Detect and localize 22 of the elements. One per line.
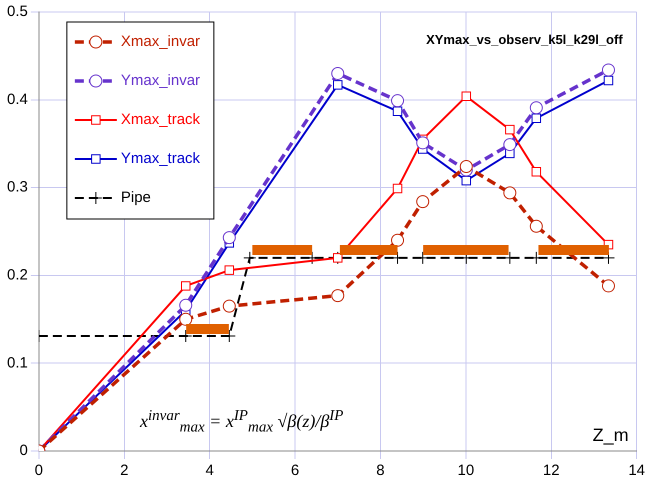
y-tick-label: 0.3 xyxy=(6,178,28,196)
legend-label: Xmax_invar xyxy=(120,33,200,50)
y-tick-label: 0.1 xyxy=(6,354,28,372)
x-tick-label: 8 xyxy=(376,462,385,480)
annotation: x$^{invar}$$_{max}$ = x$^{IP}$$_{max}$ √β(z)/β$^{IP}$ xyxy=(140,408,344,437)
x-tick-label: 4 xyxy=(205,462,214,480)
legend-label: Ymax_invar xyxy=(120,72,200,90)
x-tick-label: 12 xyxy=(542,462,560,480)
legend-label: Pipe xyxy=(120,189,151,206)
x-tick-label: 2 xyxy=(120,462,128,480)
x-tick-label: 0 xyxy=(34,462,44,480)
x-tick-label: 10 xyxy=(458,462,474,480)
x-axis-title: Z_m xyxy=(592,424,629,445)
text: XYmax_vs_observ_k5l_k29l_off xyxy=(426,32,624,48)
y-tick-label: 0.5 xyxy=(6,3,28,20)
x-tick-label: 14 xyxy=(628,462,645,480)
y-tick-label: 0.2 xyxy=(6,266,28,284)
legend-label: Xmax_track xyxy=(120,111,201,128)
legend-label: Ymax_track xyxy=(120,150,201,168)
y-tick-label: 0 xyxy=(20,442,28,460)
x-tick-label: 6 xyxy=(290,462,300,480)
y-tick-label: 0.4 xyxy=(6,90,28,108)
